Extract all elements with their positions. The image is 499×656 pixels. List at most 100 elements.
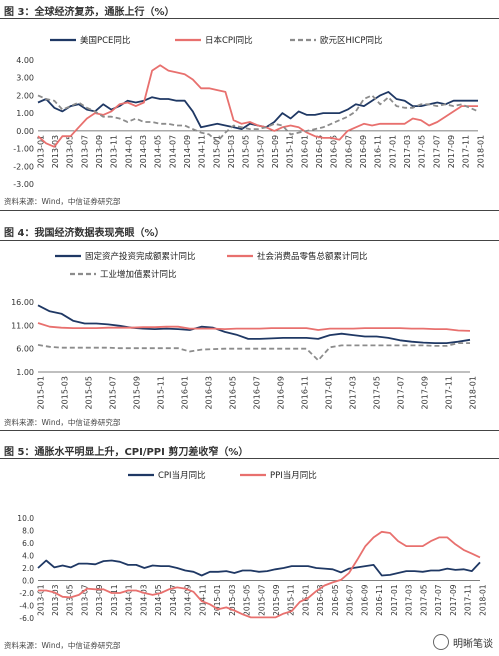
y-tick-label: 16.00	[11, 298, 34, 307]
x-tick-label: 2015-07	[256, 135, 265, 168]
wechat-logo-icon	[433, 634, 449, 650]
x-tick-label: 2015-11	[286, 135, 295, 168]
x-tick-label: 2014-05	[154, 135, 163, 168]
x-tick-label: 2013-05	[66, 584, 75, 616]
x-tick-label: 2014-11	[198, 135, 207, 168]
title-divider	[0, 18, 499, 19]
x-tick-label: 2015-05	[242, 135, 251, 168]
legend-label: 日本CPI同比	[205, 35, 253, 46]
y-tick-label: 2.0	[22, 564, 34, 573]
x-tick-label: 2018-01	[468, 376, 477, 409]
series-line	[37, 94, 479, 143]
x-tick-label: 2013-07	[80, 584, 89, 616]
x-tick-label: 2015-09	[132, 376, 141, 409]
x-tick-label: 2017-05	[418, 135, 427, 168]
x-tick-label: 2013-01	[36, 584, 45, 616]
x-tick-label: 2013-11	[110, 584, 119, 616]
x-tick-label: 2016-03	[316, 584, 325, 616]
y-tick-label: 0.00	[16, 127, 34, 136]
x-tick-label: 2017-09	[449, 584, 458, 616]
x-tick-label: 2016-01	[301, 584, 310, 616]
series-line	[37, 322, 471, 332]
chart-panel-3: 图 5：通胀水平明显上升，CPI/PPI 剪刀差收窄（%） 10.0 8.0 6.0…	[0, 430, 499, 656]
x-tick-label: 2017-01	[324, 376, 333, 409]
x-tick-label: 2017-09	[447, 135, 456, 168]
x-tick-label: 2016-05	[228, 376, 237, 409]
x-tick-label: 2017-11	[464, 584, 473, 616]
panel-divider	[0, 210, 499, 211]
x-tick-label: 2017-11	[444, 376, 453, 409]
chart-title: 图 3：全球经济复苏，通胀上行（%）	[4, 7, 175, 18]
series-line	[37, 342, 470, 362]
x-tick-label: 2015-09	[272, 584, 281, 616]
chart-title: 图 4：我国经济数据表现亮眼（%）	[4, 228, 165, 239]
x-tick-label: 2015-05	[84, 376, 93, 409]
x-tick-label: 2016-07	[346, 584, 355, 616]
x-tick-label: 2018-01	[478, 584, 487, 616]
x-tick-label: 2016-03	[204, 376, 213, 409]
chart-title: 图 5：通胀水平明显上升，CPI/PPI 剪刀差收窄（%）	[4, 447, 249, 458]
x-tick-label: 2016-09	[360, 584, 369, 616]
y-tick-label: 1.00	[16, 109, 34, 118]
x-tick-label: 2016-01	[180, 376, 189, 409]
y-tick-label: 6.0	[22, 539, 34, 548]
x-tick-label: 2016-05	[330, 135, 339, 168]
watermark: 明晰笔谈	[433, 634, 493, 650]
series-line	[37, 64, 478, 148]
y-tick-label: -4.0	[19, 602, 34, 611]
x-tick-label: 2016-01	[300, 135, 309, 168]
x-tick-label: 2017-05	[419, 584, 428, 616]
y-tick-label: 3.00	[16, 74, 34, 83]
y-tick-label: 6.00	[16, 345, 34, 354]
watermark-text: 明晰笔谈	[453, 638, 493, 650]
x-tick-label: 2014-05	[154, 584, 163, 616]
x-tick-label: 2015-03	[227, 135, 236, 168]
x-tick-label: 2015-01	[212, 135, 221, 168]
x-tick-label: 2017-07	[434, 584, 443, 616]
x-tick-label: 2013-03	[51, 135, 60, 168]
x-tick-label: 2017-09	[420, 376, 429, 409]
x-tick-label: 2014-09	[183, 135, 192, 168]
x-tick-label: 2014-03	[139, 584, 148, 616]
chart-panel-1: 图 3：全球经济复苏，通胀上行（%） 4.00 3.00 2.00 1.00 0.00 -…	[0, 0, 499, 210]
y-tick-label: 2.00	[16, 91, 34, 100]
x-tick-label: 2013-09	[95, 584, 104, 616]
x-tick-label: 2017-01	[388, 135, 397, 168]
y-tick-label: 4.0	[22, 552, 34, 561]
x-tick-label: 2015-05	[243, 584, 252, 616]
x-tick-label: 2017-03	[403, 135, 412, 168]
x-tick-label: 2017-03	[405, 584, 414, 616]
x-tick-label: 2013-09	[95, 135, 104, 168]
x-tick-label: 2015-01	[36, 376, 45, 409]
chart-source: 资料来源：Wind，中信证券研究部	[4, 197, 121, 206]
x-tick-label: 2017-01	[390, 584, 399, 616]
x-tick-label: 2014-09	[184, 584, 193, 616]
y-tick-label: 11.00	[11, 321, 34, 330]
series-line	[37, 91, 478, 130]
legend-label: 工业增加值累计同比	[100, 269, 177, 280]
x-tick-label: 2015-01	[213, 584, 222, 616]
x-tick-label: 2015-09	[271, 135, 280, 168]
legend-label: 固定资产投资完成额累计同比	[85, 251, 196, 262]
x-tick-label: 2015-03	[228, 584, 237, 616]
series-line	[37, 304, 471, 344]
x-tick-label: 2014-07	[169, 584, 178, 616]
x-tick-label: 2017-11	[462, 135, 471, 168]
x-tick-label: 2015-07	[108, 376, 117, 409]
x-tick-label: 2014-03	[139, 135, 148, 168]
y-tick-label: 4.00	[16, 56, 34, 65]
x-tick-label: 2016-05	[331, 584, 340, 616]
y-tick-label: 0.0	[22, 577, 34, 586]
x-tick-label: 2016-11	[375, 584, 384, 616]
x-tick-label: 2013-05	[66, 135, 75, 168]
x-tick-label: 2016-03	[315, 135, 324, 168]
x-tick-label: 2013-11	[110, 135, 119, 168]
x-tick-label: 2016-07	[252, 376, 261, 409]
x-tick-label: 2017-07	[432, 135, 441, 168]
x-tick-label: 2015-03	[60, 376, 69, 409]
legend-label: 欧元区HICP同比	[320, 35, 382, 46]
y-tick-label: 1.00	[16, 368, 34, 377]
legend-label: 美国PCE同比	[80, 35, 130, 46]
x-tick-label: 2017-03	[348, 376, 357, 409]
